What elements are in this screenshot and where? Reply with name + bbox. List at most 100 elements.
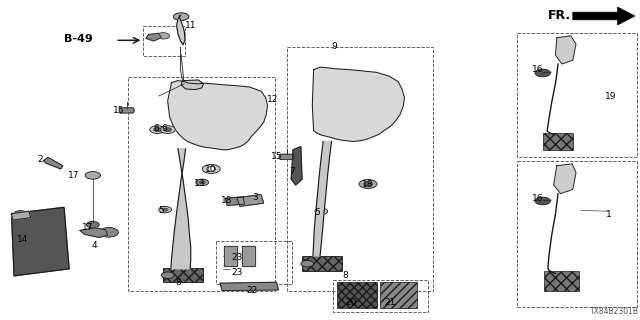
Polygon shape (224, 246, 237, 266)
Polygon shape (237, 195, 264, 206)
Text: 19: 19 (605, 92, 616, 101)
Text: 3: 3 (252, 193, 257, 202)
Circle shape (47, 260, 52, 262)
Text: 17: 17 (68, 171, 79, 180)
Text: 5: 5 (315, 208, 320, 217)
Polygon shape (181, 80, 204, 90)
Circle shape (22, 260, 27, 262)
Circle shape (15, 250, 20, 252)
Text: 4: 4 (92, 241, 97, 250)
Polygon shape (119, 108, 134, 113)
Text: B-49: B-49 (64, 34, 93, 44)
Circle shape (47, 231, 52, 233)
Text: 2: 2 (37, 156, 42, 164)
Circle shape (161, 272, 174, 278)
Circle shape (99, 228, 118, 237)
Circle shape (28, 221, 33, 224)
Circle shape (14, 211, 27, 217)
Bar (143, 26, 185, 56)
Circle shape (35, 221, 40, 224)
Text: 22: 22 (246, 286, 258, 295)
Circle shape (211, 93, 234, 105)
Circle shape (41, 221, 46, 224)
Circle shape (150, 126, 165, 133)
Text: 5: 5 (159, 206, 164, 215)
Circle shape (354, 103, 373, 113)
Circle shape (173, 13, 189, 20)
Text: 20: 20 (345, 298, 356, 307)
Circle shape (196, 179, 209, 186)
Bar (517, 33, 637, 157)
Circle shape (60, 260, 65, 262)
Circle shape (35, 250, 40, 252)
Bar (543, 133, 573, 150)
Polygon shape (573, 7, 635, 25)
Polygon shape (44, 157, 63, 169)
Text: FR.: FR. (548, 9, 571, 22)
Polygon shape (12, 207, 69, 276)
Polygon shape (313, 141, 332, 256)
Polygon shape (556, 36, 576, 64)
Circle shape (15, 231, 20, 233)
Circle shape (54, 250, 59, 252)
Polygon shape (12, 211, 31, 220)
Text: 15: 15 (113, 106, 124, 115)
Circle shape (181, 118, 196, 125)
Circle shape (243, 253, 253, 259)
Circle shape (322, 111, 337, 119)
Circle shape (60, 250, 65, 252)
Text: 23: 23 (231, 253, 243, 262)
Circle shape (234, 104, 259, 117)
Bar (517, 161, 637, 307)
Text: 12: 12 (267, 95, 278, 104)
Text: 15: 15 (271, 152, 282, 161)
Circle shape (207, 167, 216, 171)
Circle shape (35, 231, 40, 233)
Text: 6: 6 (162, 124, 167, 133)
Circle shape (54, 240, 59, 243)
Circle shape (47, 250, 52, 252)
Polygon shape (291, 147, 302, 185)
Polygon shape (220, 282, 278, 291)
Bar (287, 47, 433, 291)
Circle shape (41, 250, 46, 252)
Circle shape (60, 231, 65, 233)
Circle shape (535, 69, 550, 77)
Circle shape (213, 110, 232, 120)
Circle shape (162, 208, 168, 211)
Bar (380, 282, 417, 308)
Polygon shape (312, 67, 404, 141)
Bar (302, 256, 342, 271)
Circle shape (86, 221, 99, 228)
Circle shape (154, 128, 161, 132)
Text: TX84B2301B: TX84B2301B (589, 307, 639, 316)
Text: 8: 8 (343, 271, 348, 280)
Circle shape (28, 240, 33, 243)
Circle shape (28, 231, 33, 233)
Text: 10: 10 (205, 165, 217, 174)
Circle shape (28, 250, 33, 252)
Circle shape (225, 253, 236, 259)
Circle shape (199, 181, 205, 184)
Bar (163, 268, 203, 282)
Text: 16: 16 (532, 65, 543, 74)
Circle shape (229, 198, 239, 204)
Circle shape (160, 126, 175, 133)
Circle shape (28, 260, 33, 262)
Text: 9: 9 (332, 42, 337, 51)
Text: 13: 13 (194, 179, 205, 188)
Polygon shape (171, 149, 191, 269)
Circle shape (318, 210, 324, 213)
Circle shape (41, 231, 46, 233)
Circle shape (54, 221, 59, 224)
Circle shape (35, 260, 40, 262)
Circle shape (35, 240, 40, 243)
Circle shape (15, 221, 20, 224)
Bar (544, 271, 579, 291)
Polygon shape (146, 33, 161, 41)
Circle shape (60, 221, 65, 224)
Circle shape (535, 197, 550, 205)
Text: 14: 14 (17, 235, 28, 244)
Polygon shape (225, 197, 244, 205)
Circle shape (22, 240, 27, 243)
